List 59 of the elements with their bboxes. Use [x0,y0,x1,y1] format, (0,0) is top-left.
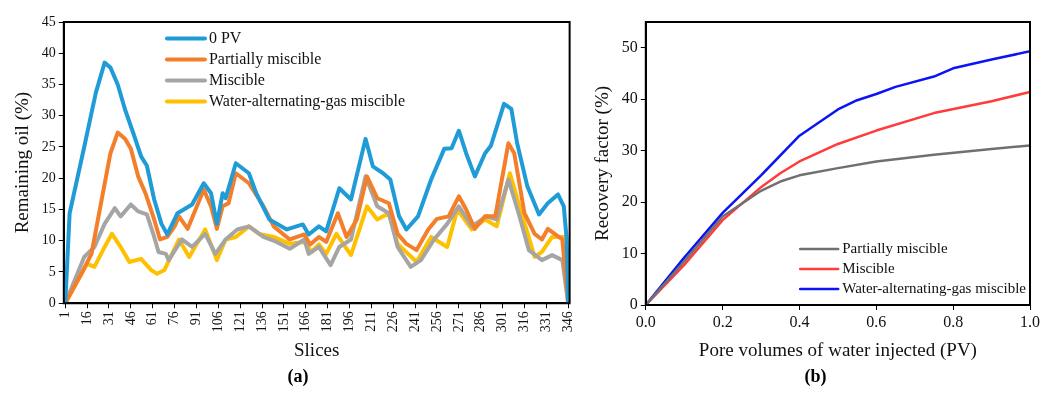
x-tick-label: 256 [428,311,444,333]
y-tick-label: 20 [621,192,638,210]
y-tick-label: 15 [41,201,56,217]
x-tick-label: 331 [537,311,553,333]
text: (b) [803,366,828,387]
y-tick-label: 0 [629,295,638,313]
x-tick-label: 211 [363,311,379,332]
x-tick-label: 166 [297,311,313,333]
y-tick-label: 5 [48,263,56,279]
x-tick-label: 181 [319,311,335,333]
x-tick-label: 196 [341,311,357,333]
y-tick-label: 45 [41,13,56,29]
x-tick-label: 316 [516,311,532,333]
x-tick-label: 106 [209,311,225,333]
x-tick-label: 346 [559,311,575,333]
legend-label: Miscible [208,70,265,88]
legend-label: Water-alternating-gas miscible [842,279,1027,296]
y-tick-label: 25 [41,138,56,154]
x-tick-label: 0.6 [866,312,887,330]
x-tick-label: 31 [100,311,116,326]
x-tick-label: 301 [494,311,510,333]
x-tick-label: 16 [78,311,94,326]
y-axis-title: Recovery factor (%) [591,85,614,242]
y-tick-label: 0 [48,294,56,310]
y-tick-label: 30 [621,140,638,158]
x-tick-label: 61 [144,311,160,326]
y-tick-label: 50 [621,37,638,55]
y-axis-title: Remaining oil (%) [11,91,34,234]
x-tick-label: 91 [188,311,204,326]
legend-label: Water-alternating-gas miscible [208,91,406,110]
x-tick-label: 0.8 [943,312,964,330]
legend-label: Miscible [842,259,895,276]
x-axis-title: Slices [294,338,340,360]
legend-label: 0 PV [208,28,242,46]
y-tick-label: 40 [621,89,638,107]
x-tick-label: 121 [231,311,247,333]
y-tick-label: 30 [41,107,56,123]
legend-label: Partially miscible [842,239,948,256]
y-tick-label: 10 [41,232,56,248]
y-tick-label: 40 [41,44,56,60]
y-tick-label: 35 [41,76,56,92]
x-tick-label: 0.4 [789,312,810,330]
x-tick-label: 136 [253,311,269,333]
x-tick-label: 1.0 [1020,312,1040,330]
x-tick-label: 271 [450,311,466,333]
x-tick-label: 0.2 [712,312,733,330]
x-tick-label: 151 [275,311,291,333]
x-tick-label: 0.0 [635,312,656,330]
x-axis-title: Pore volumes of water injected (PV) [698,338,977,361]
x-tick-label: 241 [406,311,422,333]
text: (a) [286,366,310,387]
x-tick-label: 286 [472,311,488,333]
y-tick-label: 10 [621,243,638,261]
x-tick-label: 1 [56,311,72,319]
x-tick-label: 76 [166,311,182,326]
y-tick-label: 20 [41,169,56,185]
x-tick-label: 226 [384,311,400,333]
legend-label: Partially miscible [208,49,322,68]
x-tick-label: 46 [122,311,138,326]
